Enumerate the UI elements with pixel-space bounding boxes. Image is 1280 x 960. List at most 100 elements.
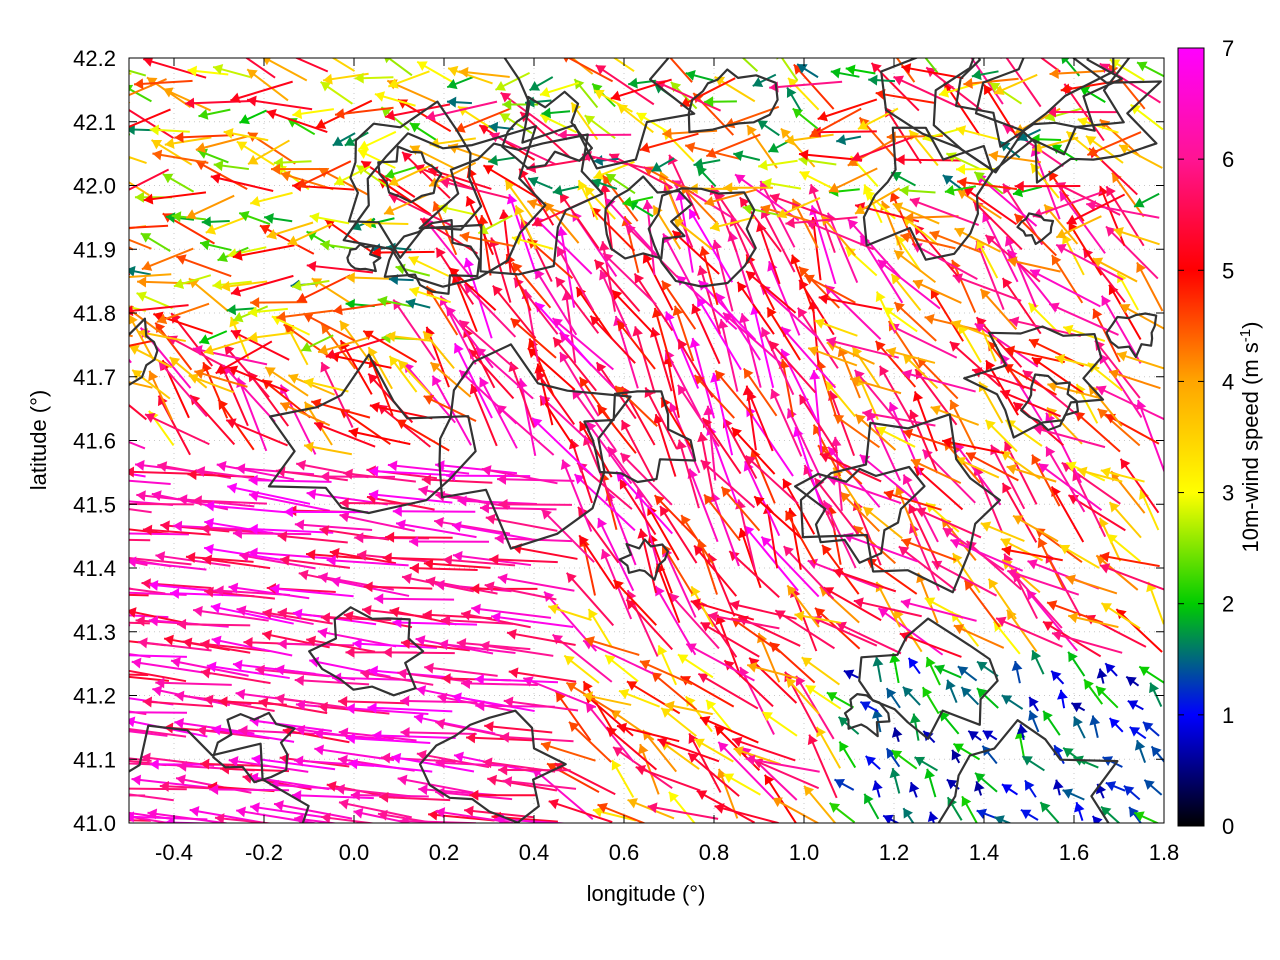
wind-vector (188, 373, 235, 394)
wind-vector (292, 108, 334, 120)
wind-vector (798, 394, 839, 454)
wind-vector (499, 731, 574, 743)
wind-vector (852, 524, 897, 565)
wind-vector (558, 192, 600, 250)
wind-vector (862, 506, 903, 540)
wind-vector (1129, 103, 1164, 131)
wind-vector (239, 109, 267, 125)
colorbar-label: 10m-wind speed (m s-1) (1237, 322, 1263, 553)
x-tick-label: 1.8 (1149, 840, 1180, 865)
wind-vector (1108, 501, 1142, 539)
wind-vector (669, 58, 693, 83)
wind-vector (1119, 458, 1160, 514)
wind-vector (458, 319, 516, 369)
wind-vector (274, 693, 349, 709)
wind-vector (894, 485, 918, 537)
wind-vector (1006, 609, 1038, 653)
wind-vector (1079, 85, 1106, 103)
wind-vector (379, 791, 451, 803)
wind-vector (1104, 662, 1118, 677)
wind-vector (971, 69, 999, 81)
wind-vector (952, 273, 1022, 302)
wind-vector (604, 654, 639, 683)
wind-vector (1119, 303, 1164, 330)
wind-vector (901, 63, 964, 80)
wind-vector (200, 639, 270, 653)
wind-vector (555, 691, 592, 742)
wind-vector (925, 656, 941, 686)
wind-vector (129, 587, 166, 595)
wind-vector (620, 419, 656, 483)
wind-vector (188, 277, 229, 313)
wind-vector (129, 168, 170, 191)
wind-vector (317, 627, 397, 648)
wind-vector (597, 517, 635, 592)
wind-vector (484, 581, 557, 601)
wind-vector (1048, 170, 1085, 222)
wind-vector (934, 664, 962, 679)
wind-vector (1091, 815, 1103, 823)
wind-vector (1007, 256, 1061, 273)
wind-vector (752, 73, 777, 87)
wind-vector (303, 377, 349, 393)
wind-vector (262, 58, 308, 82)
wind-vector (1029, 269, 1101, 308)
wind-vector (950, 538, 1024, 572)
wind-vector (534, 268, 578, 336)
wind-vector (129, 224, 169, 229)
wind-vector (169, 356, 208, 389)
wind-vector (653, 413, 677, 477)
wind-vector (294, 58, 329, 73)
wind-vector (203, 337, 250, 356)
wind-vector (391, 752, 475, 773)
wind-vector (778, 358, 794, 418)
wind-vector (409, 145, 456, 170)
wind-vector (345, 703, 429, 716)
wind-vector (438, 639, 516, 655)
wind-vector (818, 293, 883, 311)
wind-vector (654, 585, 697, 656)
y-tick-label: 42.0 (73, 174, 116, 199)
wind-vector (924, 768, 937, 798)
wind-vector (195, 135, 248, 153)
wind-vector (527, 198, 579, 219)
wind-vector (446, 96, 472, 108)
wind-vector (914, 756, 938, 772)
wind-vector (484, 721, 553, 734)
wind-vector (1046, 106, 1118, 118)
wind-vector (332, 132, 356, 147)
wind-vector (1143, 779, 1163, 796)
wind-vector (474, 673, 559, 685)
wind-vector (746, 390, 774, 452)
wind-vector (296, 160, 352, 189)
wind-vector (691, 303, 721, 365)
wind-vector (752, 758, 820, 790)
wind-vector (129, 84, 152, 103)
wind-vector (248, 331, 294, 343)
wind-vector (792, 107, 819, 130)
wind-vector (129, 819, 151, 822)
wind-vector (1100, 467, 1145, 483)
wind-vector (353, 807, 414, 823)
contour-line (212, 711, 296, 784)
wind-vector (250, 297, 308, 309)
wind-vector (303, 441, 353, 456)
wind-vector (950, 319, 998, 341)
wind-vector (259, 224, 315, 255)
wind-vector (583, 185, 616, 220)
wind-vector (198, 330, 228, 345)
wind-vector (593, 89, 633, 113)
wind-vector (223, 128, 269, 142)
wind-vector (902, 686, 921, 706)
contour-line (418, 133, 604, 276)
wind-vector (182, 637, 251, 654)
wind-vector (428, 809, 495, 822)
wind-vector (458, 66, 510, 79)
wind-vector (401, 151, 451, 199)
wind-vector (1099, 551, 1160, 568)
wind-vector (556, 226, 576, 308)
wind-vector (882, 306, 918, 333)
wind-vector (1096, 783, 1107, 799)
wind-vector (957, 323, 982, 363)
x-tick-label: 1.4 (969, 840, 1000, 865)
